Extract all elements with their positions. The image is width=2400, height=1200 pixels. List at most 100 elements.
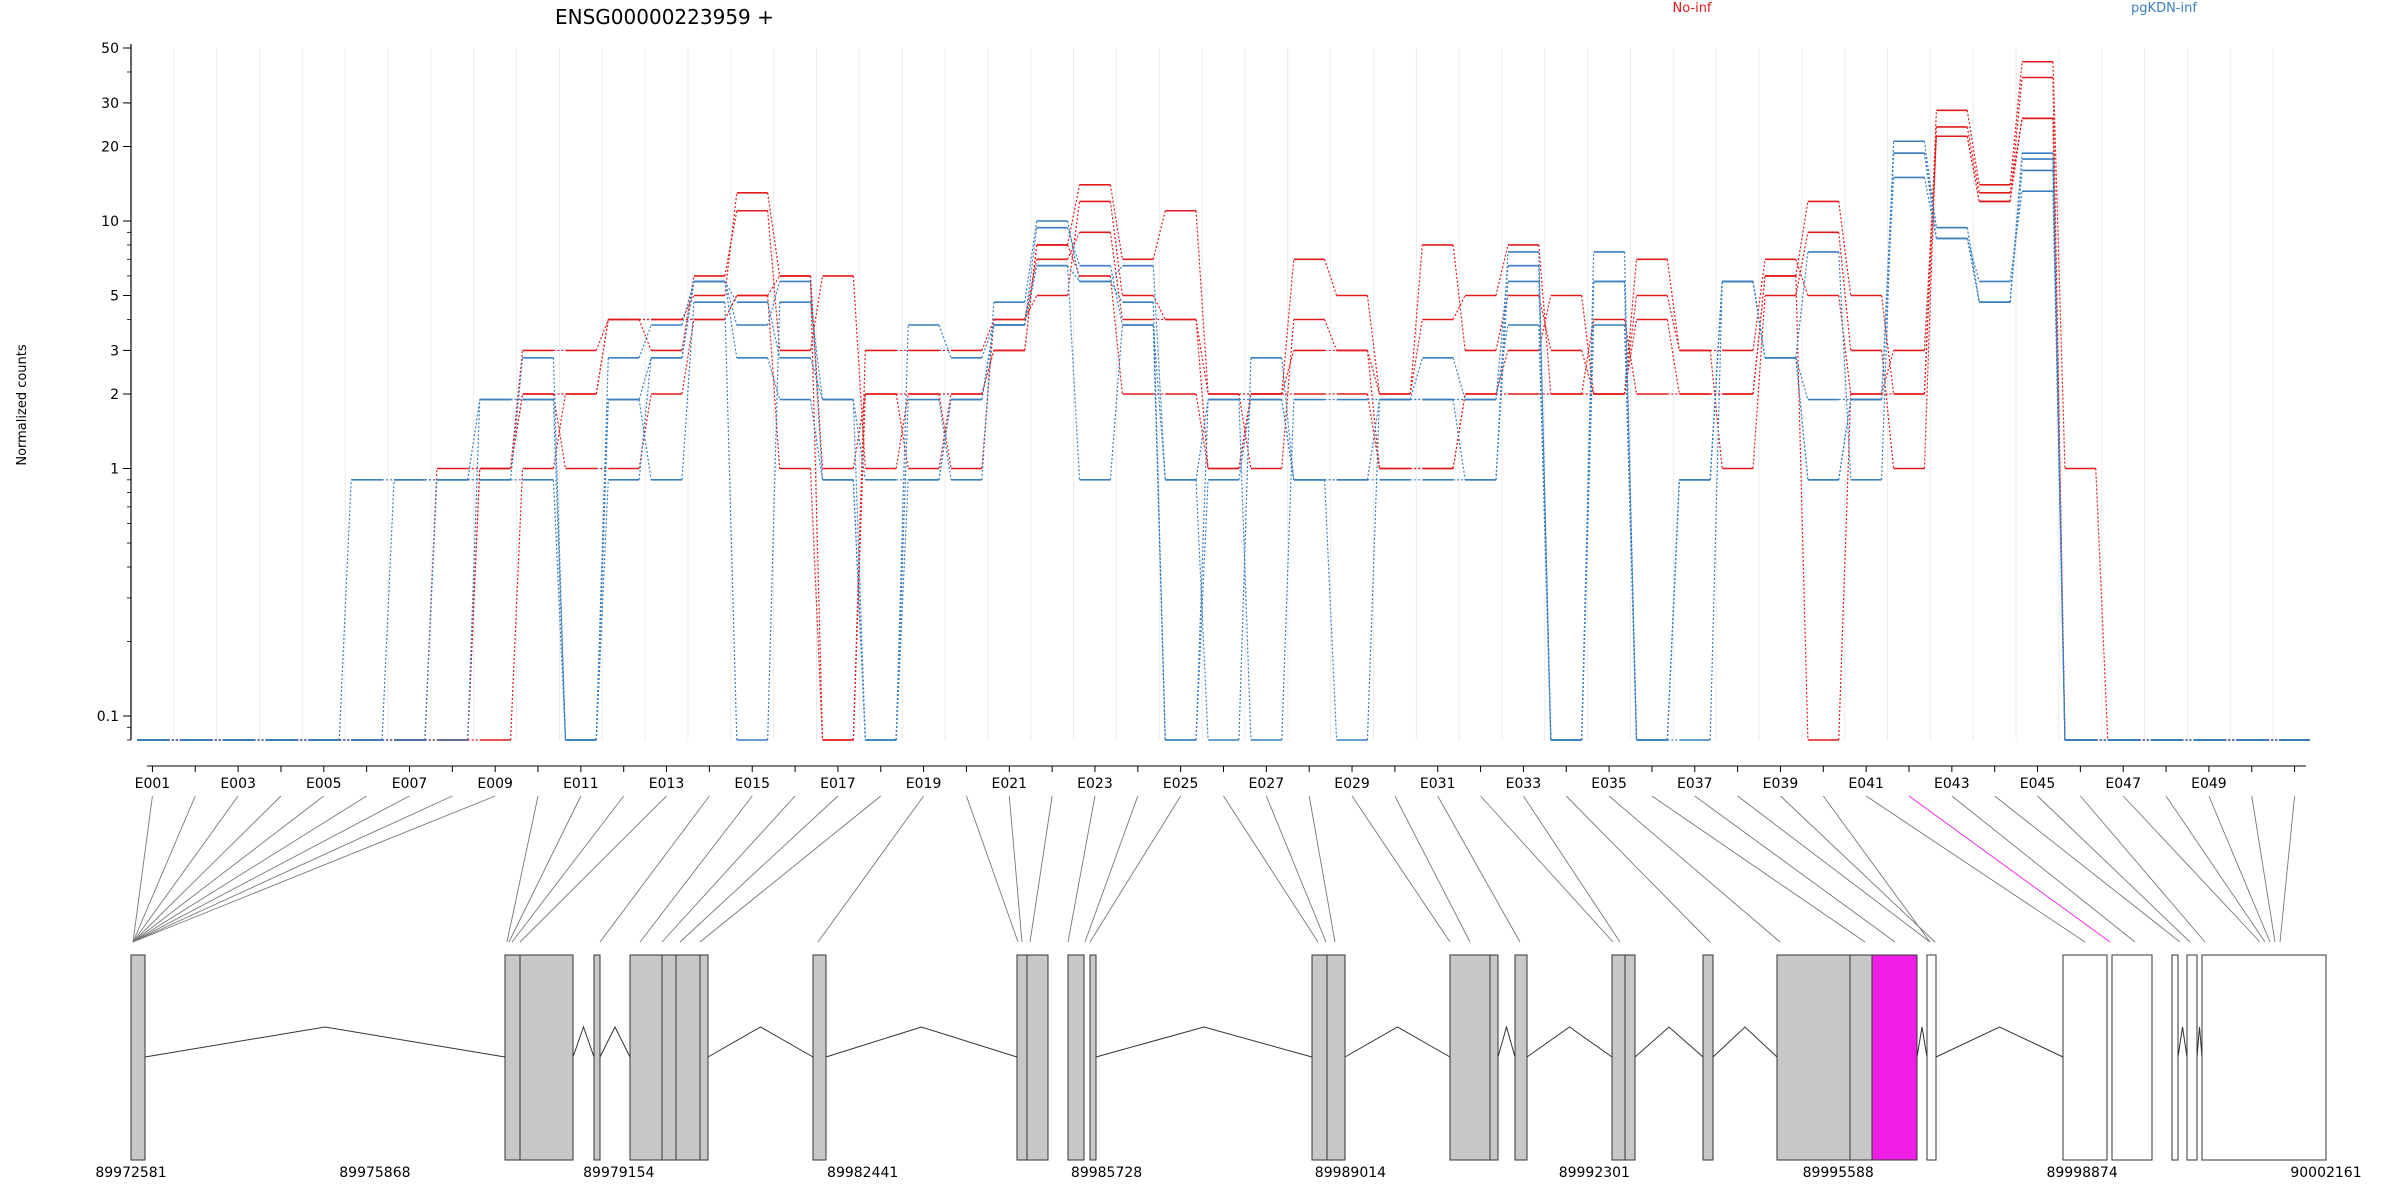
exon-label: E033 <box>1506 776 1542 792</box>
exon-connector-line <box>1538 251 1552 741</box>
intron <box>599 1025 631 1058</box>
exon-connector-line <box>724 295 738 320</box>
exon-connector-line <box>1195 210 1209 395</box>
exon-connector-line <box>809 275 824 351</box>
exon-connector-line <box>1281 357 1295 480</box>
genomic-label: 89998874 <box>2046 1165 2117 1181</box>
y-tick-label: 1 <box>110 462 119 478</box>
exon-connector-line <box>1795 251 1809 358</box>
exon-connector-line <box>1409 357 1423 400</box>
exon-connector-line <box>1452 393 1466 469</box>
exon-connector <box>2208 795 2271 943</box>
exon-connector-line <box>638 357 652 400</box>
exon-block <box>519 954 574 1161</box>
series-lines <box>137 60 2310 741</box>
exon-connector <box>639 795 753 943</box>
exon-connector-line <box>681 281 695 326</box>
genomic-label: 89972581 <box>95 1165 166 1181</box>
exon-connector <box>132 795 453 943</box>
exon-label: E031 <box>1420 776 1456 792</box>
exon-connector-line <box>1880 153 1895 400</box>
exon-connector-line <box>595 399 609 741</box>
exon-connector-line <box>1109 232 1123 320</box>
exon-connector <box>1908 795 2111 943</box>
exon-connector-line <box>638 399 652 480</box>
exon-connector-line <box>1366 399 1381 480</box>
exon-connector-line <box>1623 281 1638 741</box>
chart-title: ENSG00000223959 + <box>555 5 774 29</box>
exon-connector-line <box>1966 238 1980 282</box>
exon-connector <box>1265 795 1327 943</box>
genomic-label: 89992301 <box>1559 1165 1630 1181</box>
y-tick-label: 30 <box>101 96 119 112</box>
exon-connector-line <box>1752 259 1766 351</box>
exon-connector-line <box>681 302 695 480</box>
exon-connector <box>1523 795 1621 943</box>
exon-label: E013 <box>649 776 685 792</box>
exon-block <box>130 954 146 1161</box>
genomic-label: 89995588 <box>1803 1165 1874 1181</box>
exon-block <box>1871 954 1918 1161</box>
exon-connector <box>2037 795 2191 943</box>
exon-connector <box>1951 795 2136 943</box>
exon-block <box>1926 954 1937 1161</box>
exon-connector-line <box>1152 302 1166 741</box>
exon-connector-line <box>1452 295 1466 320</box>
y-tick-label: 10 <box>101 214 119 230</box>
exon-connector-line <box>1366 393 1381 469</box>
exon-label: E023 <box>1077 776 1113 792</box>
exon-connector-line <box>895 393 909 469</box>
exon-connector-line <box>1581 295 1595 395</box>
intron <box>1095 1026 1313 1058</box>
y-tick-label: 3 <box>110 343 119 359</box>
exon-connector-line <box>1838 399 1852 480</box>
exon-connector-line <box>1024 244 1038 351</box>
exon-connector-line <box>1581 319 1595 395</box>
intron <box>572 1025 595 1058</box>
exon-connector-line <box>1666 259 1680 351</box>
exon-connector-line <box>809 357 824 400</box>
exon-connector-line <box>809 468 824 741</box>
exon-connector-line <box>1880 350 1895 395</box>
exon-connector <box>1089 795 1182 943</box>
exon-connector-line <box>1409 244 1423 395</box>
exon-connector-line <box>809 275 824 469</box>
exon-connector-line <box>767 357 781 400</box>
exon-connector-line <box>552 399 567 741</box>
exon-connector-line <box>852 479 866 741</box>
exon-block <box>1611 954 1626 1161</box>
series-pgKDN-inf-6 <box>137 176 2310 741</box>
y-tick-label: 0.1 <box>97 709 119 725</box>
exon-label: E011 <box>563 776 599 792</box>
exon-label: E027 <box>1249 776 1285 792</box>
exon-connector-line <box>638 393 652 469</box>
exon-block <box>1067 954 1085 1161</box>
series-No-inf-2 <box>137 76 2310 741</box>
exon-connector-line <box>381 479 395 741</box>
genomic-label: 90002161 <box>2290 1165 2361 1181</box>
exon-connector <box>2080 795 2206 943</box>
exon-connector-line <box>767 192 781 276</box>
intron <box>825 1026 1018 1058</box>
exon-connector <box>2251 795 2276 943</box>
exon-label: E037 <box>1677 776 1713 792</box>
exon-connector <box>132 795 367 943</box>
exon-connector-line <box>338 479 352 741</box>
exon-block <box>1849 954 1873 1161</box>
exon-connector-line <box>809 275 824 741</box>
intron <box>1634 1026 1704 1058</box>
series-No-inf-3 <box>137 117 2310 741</box>
exon-connector-line <box>1795 275 1809 741</box>
exon-connector-line <box>681 275 695 351</box>
exon-connector-line <box>1795 357 1809 400</box>
exon-label: E029 <box>1334 776 1370 792</box>
exon-connector-line <box>1538 281 1552 741</box>
exon-label: E017 <box>820 776 856 792</box>
exon-connector-line <box>1452 357 1466 400</box>
exon-label: E035 <box>1591 776 1627 792</box>
exon-connector-line <box>1281 399 1295 741</box>
exon-connector-line <box>1752 295 1766 469</box>
exon-connector-line <box>1966 136 1980 202</box>
exon-block <box>629 954 663 1161</box>
exon-connector-line <box>1195 393 1209 469</box>
